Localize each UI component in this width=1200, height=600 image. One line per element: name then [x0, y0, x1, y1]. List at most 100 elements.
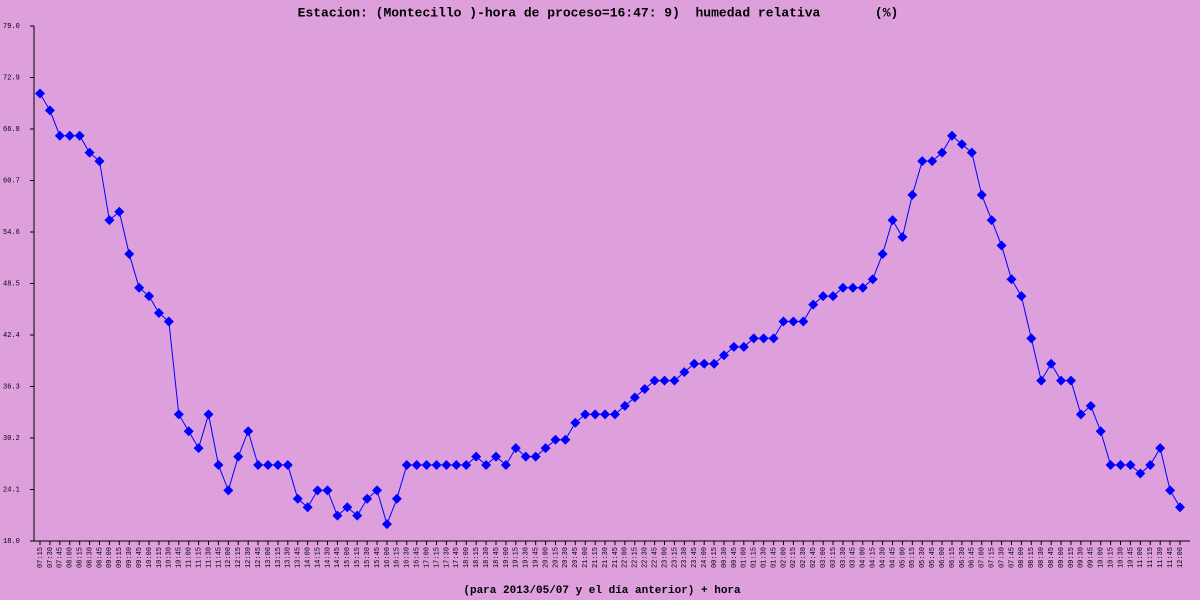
data-point	[362, 493, 373, 504]
x-tick-label: 03:45	[850, 547, 858, 568]
data-point	[35, 88, 45, 99]
x-tick-label: 06:45	[969, 547, 977, 568]
x-tick-label: 10:30	[166, 547, 174, 568]
x-tick-label: 19:00	[503, 547, 511, 568]
data-point	[213, 460, 224, 471]
x-tick-label: 05:15	[909, 547, 917, 568]
data-point	[481, 460, 492, 471]
data-point	[352, 510, 363, 521]
data-point	[163, 316, 174, 327]
data-point	[441, 460, 452, 471]
x-tick-label: 09:45	[136, 547, 144, 568]
data-point	[332, 510, 343, 521]
x-tick-label: 08:30	[86, 547, 94, 568]
x-tick-label: 06:15	[949, 547, 957, 568]
x-tick-label: 16:00	[384, 547, 392, 568]
x-tick-label: 16:30	[404, 547, 412, 568]
data-point	[917, 156, 928, 167]
x-tick-label: 08:45	[96, 547, 104, 568]
x-tick-label: 22:00	[622, 547, 630, 568]
x-tick-label: 07:15	[37, 547, 45, 568]
x-tick-label: 00:45	[731, 547, 739, 568]
data-point	[1016, 291, 1027, 302]
data-point	[1095, 426, 1106, 437]
x-tick-label: 17:45	[453, 547, 461, 568]
data-point	[897, 232, 908, 243]
x-tick-label: 19:45	[532, 547, 540, 568]
x-tick-label: 05:45	[929, 547, 937, 568]
data-point	[233, 451, 244, 462]
data-point	[391, 493, 402, 504]
data-point	[272, 460, 283, 471]
x-tick-label: 23:45	[691, 547, 699, 568]
data-point	[173, 409, 184, 420]
data-point	[709, 358, 720, 369]
data-point	[927, 156, 938, 167]
x-tick-label: 08:45	[1048, 547, 1056, 568]
x-tick-label: 15:00	[344, 547, 352, 568]
y-tick-label: 18.0	[3, 538, 20, 546]
x-tick-label: 23:00	[661, 547, 669, 568]
x-tick-label: 09:00	[1058, 547, 1066, 568]
x-tick-label: 09:00	[106, 547, 114, 568]
y-tick-label: 79.0	[3, 23, 20, 31]
x-tick-label: 03:15	[830, 547, 838, 568]
data-point	[461, 460, 472, 471]
x-tick-label: 15:45	[374, 547, 382, 568]
data-point	[748, 333, 759, 344]
x-tick-label: 09:45	[1088, 547, 1096, 568]
x-tick-label: 17:15	[433, 547, 441, 568]
data-point	[857, 282, 868, 293]
data-point	[292, 493, 303, 504]
x-tick-label: 04:30	[879, 547, 887, 568]
y-tick-label: 54.6	[3, 229, 20, 237]
data-point	[282, 460, 293, 471]
data-point	[1145, 460, 1156, 471]
x-tick-label: 18:45	[493, 547, 501, 568]
y-tick-label: 72.9	[3, 74, 20, 82]
x-tick-label: 20:30	[562, 547, 570, 568]
data-point	[134, 282, 145, 293]
data-point	[609, 409, 620, 420]
data-point	[1085, 400, 1096, 411]
data-point	[679, 367, 690, 378]
data-point	[778, 316, 789, 327]
x-tick-label: 14:15	[314, 547, 322, 568]
x-tick-label: 16:15	[394, 547, 402, 568]
data-point	[1175, 502, 1185, 513]
data-point	[263, 460, 273, 471]
x-tick-label: 18:15	[473, 547, 481, 568]
data-point	[669, 375, 680, 386]
data-point	[44, 105, 55, 116]
data-point	[253, 460, 264, 471]
x-tick-label: 05:30	[919, 547, 927, 568]
data-point	[530, 451, 541, 462]
data-point	[312, 485, 323, 496]
data-point	[907, 189, 918, 200]
x-tick-label: 18:00	[463, 547, 471, 568]
data-point	[619, 400, 630, 411]
x-tick-label: 10:45	[1127, 547, 1135, 568]
x-tick-label: 11:30	[1157, 547, 1165, 568]
data-point	[560, 434, 571, 445]
x-tick-label: 02:00	[780, 547, 788, 568]
data-point	[1155, 443, 1166, 454]
data-point	[451, 460, 462, 471]
x-tick-label: 17:30	[443, 547, 451, 568]
data-point	[302, 502, 313, 513]
data-point	[510, 443, 521, 454]
x-tick-label: 08:00	[67, 547, 75, 568]
x-tick-label: 02:15	[790, 547, 798, 568]
x-axis-label: (para 2013/05/07 y el día anterior) + ho…	[463, 585, 741, 597]
data-point	[639, 384, 650, 395]
data-point	[590, 409, 601, 420]
data-point	[183, 426, 194, 437]
data-point	[580, 409, 591, 420]
x-tick-label: 17:00	[423, 547, 431, 568]
data-point	[1056, 375, 1067, 386]
x-tick-label: 08:15	[1028, 547, 1036, 568]
x-tick-label: 07:15	[988, 547, 996, 568]
data-point	[372, 485, 383, 496]
data-point	[54, 130, 65, 141]
data-point	[768, 333, 779, 344]
